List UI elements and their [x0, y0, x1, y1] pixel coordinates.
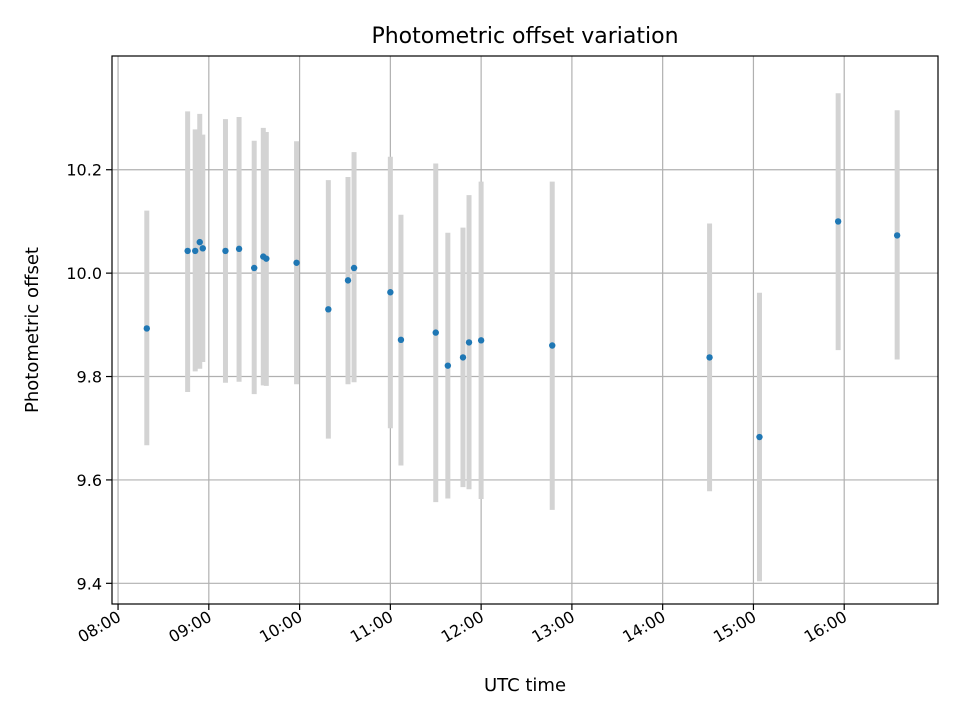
data-point: [192, 247, 199, 255]
x-tick-label: 13:00: [528, 607, 577, 647]
y-tick-label: 10.0: [66, 264, 102, 283]
data-point: [344, 277, 352, 284]
data-point: [199, 245, 206, 252]
y-axis-ticks: 9.4 9.6 9.8 10.0 10.2: [66, 161, 112, 593]
x-axis-label: UTC time: [484, 675, 566, 696]
x-tick-label: 11:00: [347, 607, 396, 647]
y-axis-label: Photometric offset: [22, 247, 43, 413]
x-tick-label: 09:00: [165, 607, 214, 647]
data-point: [444, 362, 452, 369]
error-bars: [144, 93, 900, 582]
data-point: [222, 247, 229, 255]
x-tick-label: 14:00: [619, 607, 668, 647]
x-tick-label: 15:00: [710, 607, 759, 647]
data-point: [235, 245, 243, 253]
data-point: [184, 247, 191, 255]
data-point: [387, 289, 394, 296]
data-point: [756, 433, 763, 441]
y-tick-label: 9.4: [77, 574, 102, 593]
data-point: [293, 259, 300, 266]
data-points: [143, 218, 901, 441]
data-point: [350, 264, 358, 272]
data-point: [432, 329, 439, 336]
data-point: [263, 255, 270, 262]
grid-lines: [112, 56, 938, 604]
data-point: [706, 354, 713, 361]
y-tick-label: 9.8: [77, 368, 102, 387]
data-point: [325, 306, 332, 313]
chart-title: Photometric offset variation: [371, 24, 678, 49]
data-point: [549, 342, 556, 349]
plot-frame: [111, 55, 939, 605]
data-point: [465, 339, 473, 346]
data-point: [893, 232, 901, 239]
x-tick-label: 16:00: [801, 607, 850, 647]
data-point: [834, 218, 842, 225]
y-tick-label: 9.6: [77, 471, 102, 490]
data-point: [477, 337, 485, 344]
x-tick-label: 12:00: [438, 607, 487, 647]
x-axis-ticks: 08:00 09:00 10:00 11:00 12:00 13:00 14:00 15:00…: [75, 604, 850, 647]
data-point: [459, 354, 467, 361]
data-point: [251, 264, 258, 272]
data-point: [143, 325, 150, 332]
x-tick-label: 08:00: [75, 607, 124, 647]
data-point: [196, 238, 203, 246]
y-tick-label: 10.2: [66, 161, 102, 180]
data-point: [397, 336, 405, 344]
x-tick-label: 10:00: [256, 607, 305, 647]
